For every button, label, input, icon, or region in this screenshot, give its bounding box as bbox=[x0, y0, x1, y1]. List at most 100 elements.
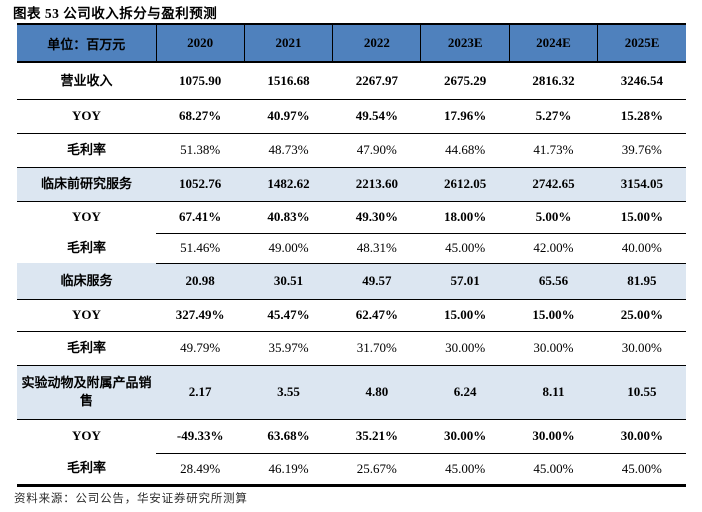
cell-value: 30.00% bbox=[597, 418, 686, 453]
cell-value: 1482.62 bbox=[244, 166, 333, 201]
figure-title: 图表 53 公司收入拆分与盈利预测 bbox=[13, 6, 218, 21]
cell-value: 35.21% bbox=[332, 418, 421, 453]
cell-value: 45.00% bbox=[420, 232, 510, 263]
cell-value: 40.83% bbox=[244, 200, 333, 233]
cell-value: 5.27% bbox=[509, 98, 598, 133]
cell-value: 49.00% bbox=[244, 232, 333, 263]
table-body: 营业收入 1075.90 1516.68 2267.97 2675.29 2816.32 3… bbox=[17, 61, 686, 485]
cell-value: 51.38% bbox=[156, 132, 245, 167]
cell-value: 46.19% bbox=[244, 452, 333, 485]
cell-value: 2213.60 bbox=[332, 166, 421, 201]
cell-value: 30.00% bbox=[420, 418, 510, 453]
cell-value: 47.90% bbox=[332, 132, 421, 167]
cell-value: 30.00% bbox=[420, 330, 510, 365]
source-note: 资料来源：公司公告，华安证券研究所测算 bbox=[14, 493, 248, 505]
row-label: 实验动物及附属产品销售 bbox=[17, 364, 156, 419]
column-header-year: 2024E bbox=[509, 24, 599, 63]
column-header-year: 2025E bbox=[597, 24, 686, 63]
cell-value: 81.95 bbox=[597, 262, 686, 299]
cell-value: 45.47% bbox=[244, 298, 333, 331]
cell-value: 25.00% bbox=[597, 298, 686, 331]
cell-value: 17.96% bbox=[420, 98, 510, 133]
cell-value: 41.73% bbox=[509, 132, 598, 167]
column-header-year: 2020 bbox=[156, 24, 245, 63]
cell-value: 45.00% bbox=[420, 452, 510, 485]
cell-value: 67.41% bbox=[156, 200, 245, 233]
cell-value: 327.49% bbox=[156, 298, 245, 331]
cell-value: 28.49% bbox=[156, 452, 245, 485]
table-row: YOY 67.41% 40.83% 49.30% 18.00% 5.00% 15.00% bbox=[17, 200, 686, 233]
row-label: 临床服务 bbox=[17, 263, 156, 299]
cell-value: 5.00% bbox=[509, 200, 598, 233]
cell-value: 2612.05 bbox=[420, 166, 510, 201]
table-row: YOY -49.33% 63.68% 35.21% 30.00% 30.00% 30.00% bbox=[17, 418, 686, 453]
table-row: 实验动物及附属产品销售 2.17 3.55 4.80 6.24 8.11 10.55 bbox=[17, 364, 686, 419]
cell-value: 15.00% bbox=[597, 200, 686, 233]
cell-value: 68.27% bbox=[156, 98, 245, 133]
table-header-row: 单位：百万元 2020 2021 2022 2023E 2024E 2025E bbox=[17, 24, 686, 63]
cell-value: 15.00% bbox=[420, 298, 510, 331]
cell-value: 57.01 bbox=[420, 262, 510, 299]
row-label: 毛利率 bbox=[66, 460, 106, 476]
cell-value: 42.00% bbox=[509, 232, 598, 263]
column-header-year: 2021 bbox=[244, 24, 334, 63]
row-label: YOY bbox=[17, 298, 156, 331]
cell-value: 1052.76 bbox=[156, 166, 245, 201]
column-header-year: 2023E bbox=[420, 24, 510, 63]
cell-value: 39.76% bbox=[597, 132, 686, 167]
cell-value: 25.67% bbox=[332, 452, 421, 485]
cell-value: 30.00% bbox=[597, 330, 686, 365]
cell-value: 63.68% bbox=[244, 418, 333, 453]
table-row: 毛利率 49.79% 35.97% 31.70% 30.00% 30.00% 30.00% bbox=[17, 330, 686, 365]
table-row: 营业收入 1075.90 1516.68 2267.97 2675.29 2816.32 3… bbox=[17, 61, 686, 99]
cell-value: 40.97% bbox=[244, 98, 333, 133]
cell-value: 2267.97 bbox=[332, 61, 421, 99]
table-row: 毛利率 51.38% 48.73% 47.90% 44.68% 41.73% 39.76% bbox=[17, 132, 686, 167]
row-label: 毛利率 bbox=[17, 330, 156, 365]
table-row: 临床前研究服务 1052.76 1482.62 2213.60 2612.05 2742.… bbox=[17, 166, 686, 201]
cell-value: 8.11 bbox=[509, 364, 598, 419]
cell-value: 3246.54 bbox=[597, 61, 686, 99]
cell-value: 3154.05 bbox=[597, 166, 686, 201]
cell-value: 6.24 bbox=[420, 364, 510, 419]
table-row: 临床服务 20.98 30.51 49.57 57.01 65.56 81.95 bbox=[17, 262, 686, 299]
cell-value: 35.97% bbox=[244, 330, 333, 365]
cell-value: 31.70% bbox=[332, 330, 421, 365]
table-row: 毛利率 28.49% 46.19% 25.67% 45.00% 45.00% 45.00% bbox=[17, 452, 686, 485]
cell-value: 15.00% bbox=[509, 298, 598, 331]
row-label: 临床前研究服务 bbox=[17, 166, 156, 201]
cell-value: 2.17 bbox=[156, 364, 245, 419]
table-row: YOY 327.49% 45.47% 62.47% 15.00% 15.00% 25.00% bbox=[17, 298, 686, 331]
financial-table: 单位：百万元 2020 2021 2022 2023E 2024E 2025E … bbox=[17, 23, 686, 487]
cell-value: 62.47% bbox=[332, 298, 421, 331]
row-label: 毛利率 bbox=[66, 240, 106, 256]
column-header-year: 2022 bbox=[332, 24, 422, 63]
cell-value: 45.00% bbox=[597, 452, 686, 485]
row-label: YOY bbox=[17, 98, 156, 133]
cell-value: 49.54% bbox=[332, 98, 421, 133]
cell-value: 2816.32 bbox=[509, 61, 598, 99]
cell-value: -49.33% bbox=[156, 418, 245, 453]
cell-value: 10.55 bbox=[597, 364, 686, 419]
cell-value: 49.79% bbox=[156, 330, 245, 365]
cell-value: 45.00% bbox=[509, 452, 598, 485]
column-header-unit: 单位：百万元 bbox=[17, 24, 157, 63]
cell-value: 49.30% bbox=[332, 200, 421, 233]
cell-value: 1075.90 bbox=[156, 61, 245, 99]
cell-value: 48.73% bbox=[244, 132, 333, 167]
table-row: YOY 68.27% 40.97% 49.54% 17.96% 5.27% 15.28% bbox=[17, 98, 686, 133]
cell-value: 15.28% bbox=[597, 98, 686, 133]
cell-value: 44.68% bbox=[420, 132, 510, 167]
cell-value: 1516.68 bbox=[244, 61, 333, 99]
cell-value: 48.31% bbox=[332, 232, 421, 263]
cell-value: 40.00% bbox=[597, 232, 686, 263]
table-header: 单位：百万元 2020 2021 2022 2023E 2024E 2025E bbox=[17, 24, 686, 63]
row-label: 毛利率 bbox=[17, 132, 156, 167]
cell-value: 20.98 bbox=[156, 262, 245, 299]
cell-value: 51.46% bbox=[156, 232, 245, 263]
cell-value: 4.80 bbox=[332, 364, 421, 419]
cell-value: 3.55 bbox=[244, 364, 333, 419]
table-row: 毛利率 51.46% 49.00% 48.31% 45.00% 42.00% 40.00% bbox=[17, 232, 686, 263]
cell-value: 18.00% bbox=[420, 200, 510, 233]
cell-value: 2742.65 bbox=[509, 166, 598, 201]
